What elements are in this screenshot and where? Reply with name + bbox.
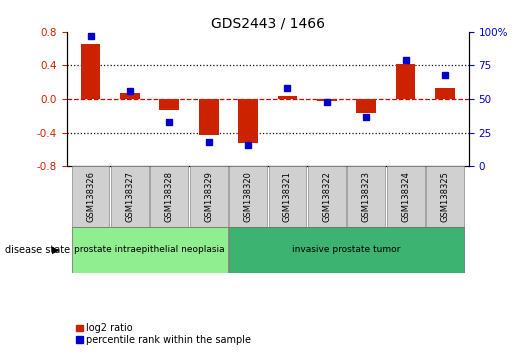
Bar — [120, 93, 140, 99]
Text: disease state: disease state — [5, 245, 70, 255]
Bar — [238, 99, 258, 143]
Bar — [387, 166, 424, 227]
Text: GSM138324: GSM138324 — [401, 171, 410, 222]
Bar — [72, 227, 228, 273]
Text: GSM138321: GSM138321 — [283, 171, 292, 222]
Bar — [278, 96, 297, 99]
Bar — [111, 166, 149, 227]
Bar — [199, 99, 218, 135]
Bar — [308, 166, 346, 227]
Bar — [229, 227, 464, 273]
Bar — [229, 166, 267, 227]
Bar — [160, 99, 179, 110]
Text: GSM138329: GSM138329 — [204, 171, 213, 222]
Text: GSM138328: GSM138328 — [165, 171, 174, 222]
Title: GDS2443 / 1466: GDS2443 / 1466 — [211, 17, 325, 31]
Legend: log2 ratio, percentile rank within the sample: log2 ratio, percentile rank within the s… — [72, 319, 255, 349]
Text: GSM138322: GSM138322 — [322, 171, 331, 222]
Text: prostate intraepithelial neoplasia: prostate intraepithelial neoplasia — [74, 245, 225, 254]
Bar — [317, 99, 337, 101]
Bar — [150, 166, 188, 227]
Bar — [269, 166, 306, 227]
Bar — [356, 99, 376, 113]
Text: ▶: ▶ — [52, 245, 59, 255]
Bar — [396, 64, 416, 99]
Bar — [190, 166, 228, 227]
Text: GSM138327: GSM138327 — [126, 171, 134, 222]
Bar — [435, 88, 455, 99]
Bar — [81, 45, 100, 99]
Bar — [347, 166, 385, 227]
Text: invasive prostate tumor: invasive prostate tumor — [293, 245, 401, 254]
Text: GSM138320: GSM138320 — [244, 171, 253, 222]
Text: GSM138325: GSM138325 — [440, 171, 450, 222]
Text: GSM138323: GSM138323 — [362, 171, 371, 222]
Bar — [72, 166, 110, 227]
Text: GSM138326: GSM138326 — [86, 171, 95, 222]
Bar — [426, 166, 464, 227]
